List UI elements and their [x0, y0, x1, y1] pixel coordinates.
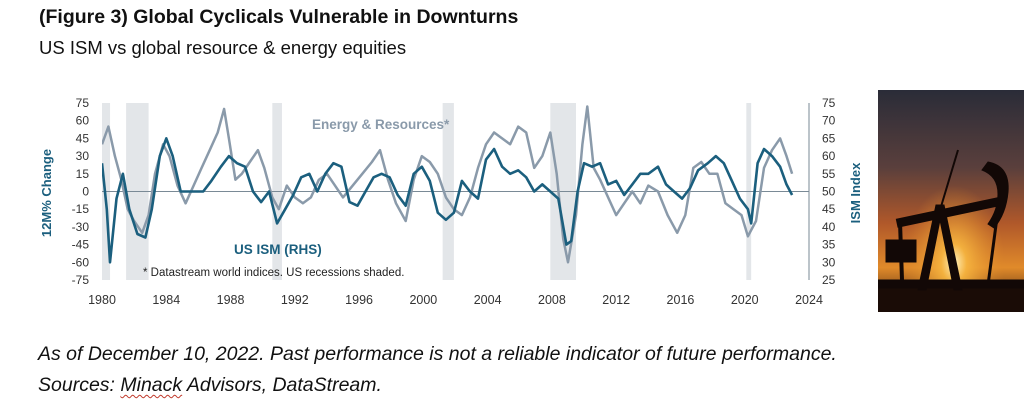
sources-prefix: Sources:: [38, 374, 121, 396]
right-axis-ticks: 75 70 65 60 55 50 45 40 35 30 25: [822, 96, 836, 287]
energy-resources-line: [102, 105, 794, 264]
left-tick-label: -15: [72, 202, 90, 216]
right-tick-label: 65: [822, 131, 836, 145]
right-tick-label: 70: [822, 114, 836, 128]
right-tick-label: 60: [822, 149, 836, 163]
left-axis-ticks: 75 60 45 30 15 0 -15 -30 -45 -60 -75: [72, 96, 90, 287]
line-chart: 75 60 45 30 15 0 -15 -30 -45 -60 -75 75 70 65 60 55 50 4…: [39, 96, 863, 307]
x-tick-label: 2016: [667, 293, 695, 307]
x-tick-label: 2020: [731, 293, 759, 307]
right-tick-label: 50: [822, 185, 836, 199]
left-tick-label: 60: [76, 114, 90, 128]
chart-subtitle: US ISM vs global resource & energy equit…: [39, 37, 407, 58]
sources-text: Sources: Minack Advisors, DataStream.: [38, 374, 382, 397]
left-axis-label: 12M% Change: [39, 149, 54, 237]
right-tick-label: 35: [822, 238, 836, 252]
energy-series-label: Energy & Resources*: [312, 117, 450, 132]
disclaimer-text: As of December 10, 2022. Past performanc…: [38, 343, 837, 365]
left-tick-label: 45: [76, 131, 90, 145]
sources-name: Minack: [120, 374, 183, 396]
chart-title: (Figure 3) Global Cyclicals Vulnerable i…: [39, 6, 519, 28]
oil-pump-photo: [878, 90, 1024, 312]
left-tick-label: 15: [76, 167, 90, 181]
right-tick-label: 45: [822, 202, 836, 216]
left-tick-label: -75: [72, 273, 90, 287]
left-tick-label: -30: [72, 220, 90, 234]
x-tick-label: 2000: [409, 293, 437, 307]
sources-suffix: Advisors, DataStream.: [182, 374, 382, 396]
x-axis-ticks: 1980 1984 1988 1992 1996 2000 2004 2008 2012 2016…: [88, 293, 823, 307]
x-tick-label: 2012: [602, 293, 630, 307]
x-tick-label: 1980: [88, 293, 116, 307]
x-tick-label: 1988: [217, 293, 245, 307]
right-tick-label: 55: [822, 167, 836, 181]
x-tick-label: 1996: [345, 293, 373, 307]
right-axis-label: ISM Index: [848, 162, 863, 223]
right-tick-label: 25: [822, 273, 836, 287]
series-layer: [102, 105, 794, 264]
us-ism-line: [102, 137, 794, 264]
left-tick-label: 30: [76, 149, 90, 163]
left-tick-label: 75: [76, 96, 90, 110]
x-tick-label: 1984: [152, 293, 180, 307]
left-tick-label: -60: [72, 255, 90, 269]
right-tick-label: 40: [822, 220, 836, 234]
right-tick-label: 75: [822, 96, 836, 110]
ism-series-label: US ISM (RHS): [234, 242, 322, 257]
x-tick-label: 2004: [474, 293, 502, 307]
x-tick-label: 2024: [795, 293, 823, 307]
footnote: * Datastream world indices. US recession…: [143, 267, 404, 279]
right-tick-label: 30: [822, 255, 836, 269]
x-tick-label: 2008: [538, 293, 566, 307]
left-tick-label: 0: [82, 185, 89, 199]
left-tick-label: -45: [72, 238, 90, 252]
x-tick-label: 1992: [281, 293, 309, 307]
